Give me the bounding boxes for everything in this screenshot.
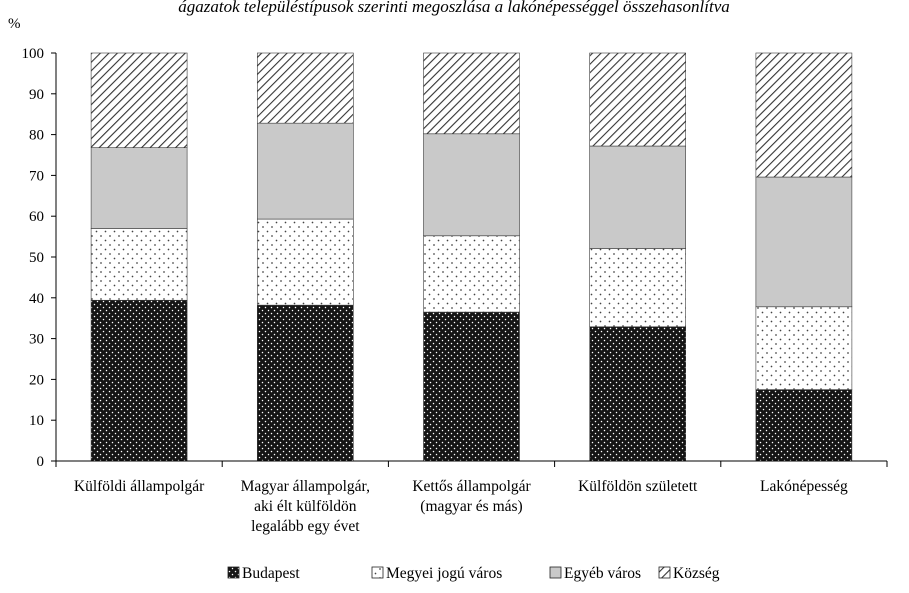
y-tick-label: 0: [37, 454, 45, 470]
bar-segment-solid-gray: [755, 176, 853, 308]
legend-swatch: [371, 566, 384, 579]
chart-title: ágazatok településtípusok szerinti megos…: [178, 0, 730, 16]
bar-segment-sparse-dots: [423, 235, 520, 313]
x-category-label: legalább egy évet: [251, 518, 360, 535]
legend-label: Megyei jogú város: [386, 565, 502, 582]
y-tick-label: 70: [29, 168, 44, 184]
y-tick-label: 20: [29, 372, 44, 388]
bar-segment-diagonal-hatch: [589, 52, 687, 147]
x-category-label: Magyar állampolgár,: [241, 478, 370, 495]
x-category-label: Külföldön született: [578, 478, 698, 495]
bar-segment-dark-dots: [423, 311, 520, 462]
y-tick-label: 30: [29, 332, 44, 348]
x-axis: Külföldi állampolgár Magyar állampolgár, a…: [55, 460, 888, 535]
y-axis: 0 10 20 30 40 50 60 70 80 90 100: [22, 46, 57, 470]
bar-segment-dark-dots: [90, 299, 188, 462]
legend-swatch: [658, 566, 671, 579]
bar-segment-diagonal-hatch: [90, 52, 188, 148]
legend-label: Egyéb város: [564, 565, 641, 582]
x-category-label: Kettős állampolgár: [412, 478, 531, 495]
y-tick-label: 50: [29, 250, 44, 266]
bar-segment-sparse-dots: [90, 228, 188, 301]
legend-swatch: [549, 566, 562, 579]
x-category-label: aki élt külföldön: [254, 498, 357, 515]
y-tick-label: 40: [29, 291, 44, 307]
y-tick-label: 90: [29, 87, 44, 103]
legend: Budapest Megyei jogú város Egyéb város Közs…: [227, 565, 720, 582]
y-tick-label: 100: [22, 46, 45, 62]
bar-segment-diagonal-hatch: [423, 52, 520, 135]
bar-segment-sparse-dots: [589, 248, 687, 328]
bar-segment-dark-dots: [589, 326, 687, 462]
x-category-label: Külföldi állampolgár: [74, 478, 205, 495]
bar-segment-solid-gray: [256, 122, 354, 220]
legend-swatch: [227, 566, 240, 579]
legend-label: Község: [673, 565, 720, 582]
bar-segment-sparse-dots: [256, 218, 354, 306]
y-tick-label: 10: [29, 413, 44, 429]
y-tick-label: 80: [29, 128, 44, 144]
x-category-label: (magyar és más): [420, 498, 522, 515]
bar-segment-dark-dots: [755, 389, 853, 462]
bar-segment-solid-gray: [90, 147, 188, 229]
y-tick-label: 60: [29, 209, 44, 225]
legend-label: Budapest: [242, 565, 300, 582]
bar-segment-diagonal-hatch: [755, 52, 853, 178]
bar-segment-diagonal-hatch: [256, 52, 354, 124]
bar-segment-sparse-dots: [755, 306, 853, 390]
bar-segment-solid-gray: [423, 133, 520, 237]
bar-segment-dark-dots: [256, 304, 354, 462]
bar-segment-solid-gray: [589, 145, 687, 249]
y-axis-unit-label: %: [8, 16, 21, 32]
bars: [90, 52, 853, 462]
x-category-label: Lakónépesség: [760, 478, 848, 495]
